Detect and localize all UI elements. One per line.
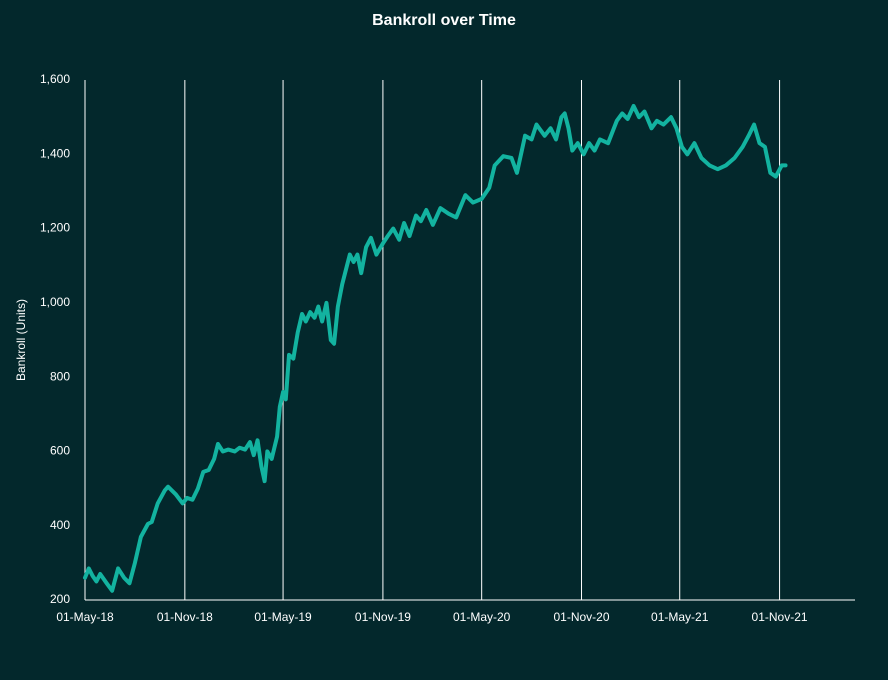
y-tick-label: 1,000	[40, 295, 70, 309]
x-tick-label: 01-Nov-21	[752, 610, 808, 624]
chart-title: Bankroll over Time	[372, 12, 516, 29]
x-tick-label: 01-May-19	[254, 610, 312, 624]
x-tick-label: 01-Nov-19	[355, 610, 411, 624]
x-tick-label: 01-May-20	[453, 610, 511, 624]
x-tick-label: 01-May-18	[56, 610, 114, 624]
y-tick-label: 200	[50, 592, 70, 606]
y-tick-label: 600	[50, 444, 70, 458]
y-tick-label: 1,600	[40, 72, 70, 86]
y-tick-label: 1,400	[40, 146, 70, 160]
x-tick-label: 01-Nov-18	[157, 610, 213, 624]
y-tick-label: 400	[50, 518, 70, 532]
y-tick-label: 1,200	[40, 221, 70, 235]
y-tick-label: 800	[50, 369, 70, 383]
y-axis-label: Bankroll (Units)	[14, 299, 28, 381]
x-tick-label: 01-May-21	[651, 610, 709, 624]
x-tick-label: 01-Nov-20	[553, 610, 609, 624]
data-line	[83, 104, 788, 593]
